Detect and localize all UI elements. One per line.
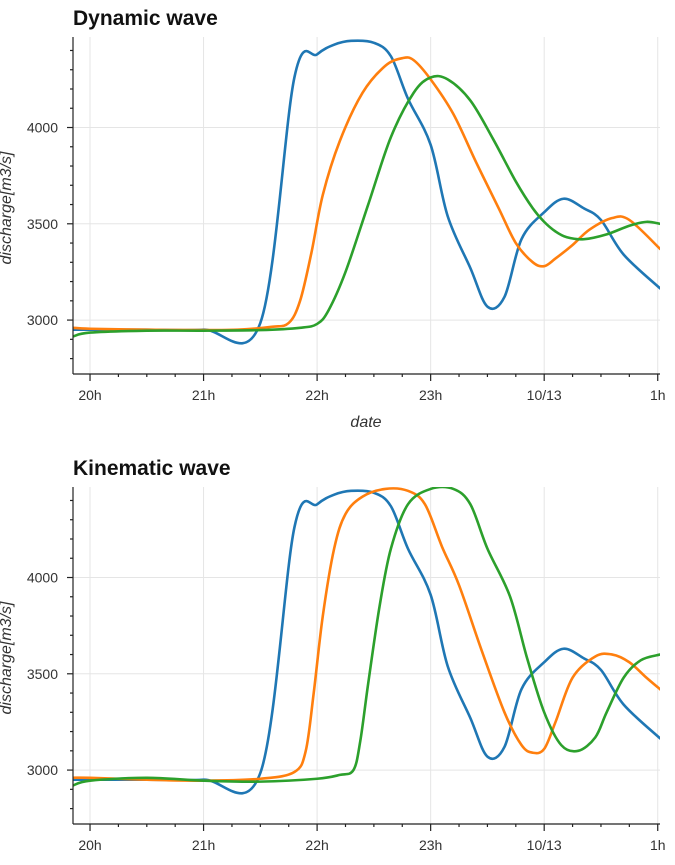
- kinematic-wave-chart: 20h 21h 22h 23h 10/13 1h 3000 3500 4000 Kinemati…: [0, 457, 666, 865]
- dynamic-wave-x-tick-label: 22h: [305, 387, 328, 403]
- dynamic-wave-title: Dynamic wave: [73, 7, 218, 30]
- kinematic-wave-x-tick-label: 10/13: [527, 837, 562, 853]
- kinematic-wave-series-line-3: [73, 487, 660, 787]
- kinematic-wave-title: Kinematic wave: [73, 457, 231, 480]
- kinematic-wave-y-tick-label: 3500: [27, 666, 58, 682]
- dynamic-wave-series-line-1: [73, 39, 660, 345]
- dynamic-wave-x-tick-label: 21h: [192, 387, 215, 403]
- dynamic-wave-x-tick-label: 23h: [419, 387, 442, 403]
- kinematic-wave-x-tick-label: 20h: [78, 837, 101, 853]
- kinematic-wave-series-line-1: [73, 489, 660, 795]
- dynamic-wave-series-line-2: [73, 56, 660, 332]
- dynamic-wave-y-tick-label: 3500: [27, 216, 58, 232]
- kinematic-wave-x-tick-label: 1h: [650, 837, 666, 853]
- dynamic-wave-x-tick-label: 10/13: [527, 387, 562, 403]
- dynamic-wave-y-tick-label: 3000: [27, 312, 58, 328]
- kinematic-wave-x-tick-label: 23h: [419, 837, 442, 853]
- kinematic-wave-y-tick-label: 4000: [27, 570, 58, 586]
- dynamic-wave-x-tick-label: 1h: [650, 387, 666, 403]
- kinematic-wave-series-line-2: [73, 487, 660, 782]
- dynamic-wave-y-tick-label: 4000: [27, 120, 58, 136]
- dynamic-wave-y-axis-label: discharge[m3/s]: [0, 151, 15, 264]
- dynamic-wave-x-tick-label: 20h: [78, 387, 101, 403]
- kinematic-wave-x-tick-label: 22h: [305, 837, 328, 853]
- kinematic-wave-x-tick-label: 21h: [192, 837, 215, 853]
- dynamic-wave-x-axis-label: date: [350, 414, 381, 431]
- dynamic-wave-chart: 20h 21h 22h 23h 10/13 1h 3000 3500 4000 Dynamic …: [0, 7, 666, 431]
- kinematic-wave-y-tick-label: 3000: [27, 762, 58, 778]
- dynamic-wave-series-line-3: [73, 74, 660, 338]
- kinematic-wave-y-axis-label: discharge[m3/s]: [0, 601, 15, 714]
